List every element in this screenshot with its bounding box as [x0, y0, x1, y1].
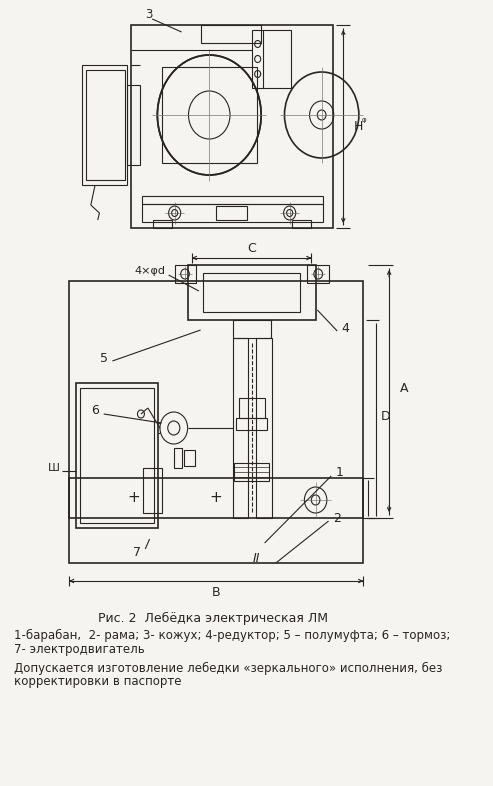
Bar [292, 220, 311, 228]
Bar [76, 383, 158, 528]
Bar [142, 196, 322, 204]
Text: C: C [247, 243, 256, 255]
Text: 6: 6 [92, 405, 100, 417]
Bar [201, 25, 261, 43]
Text: 2: 2 [333, 512, 341, 524]
Text: H: H [353, 120, 363, 133]
Text: 7- электродвигатель: 7- электродвигатель [14, 642, 144, 656]
Bar [82, 65, 127, 185]
Text: Рис. 2  Лебёдка электрическая ЛМ: Рис. 2 Лебёдка электрическая ЛМ [98, 612, 328, 625]
Text: Ш: Ш [48, 463, 60, 473]
Bar [233, 320, 271, 338]
Bar [153, 220, 172, 228]
Bar [174, 448, 182, 468]
Text: 4×φd: 4×φd [134, 266, 165, 276]
Text: B: B [212, 586, 220, 600]
Bar [80, 388, 154, 523]
Text: 5: 5 [100, 351, 108, 365]
Text: 4: 4 [342, 321, 350, 335]
Text: +: + [128, 490, 141, 505]
Text: Допускается изготовление лебедки «зеркального» исполнения, без: Допускается изготовление лебедки «зеркал… [14, 662, 442, 674]
Text: корректировки в паспорте: корректировки в паспорте [14, 675, 181, 689]
Bar [127, 85, 140, 165]
Bar [236, 418, 267, 430]
Bar [239, 398, 265, 418]
Text: II: II [252, 552, 260, 564]
Bar [86, 70, 125, 180]
Bar [142, 468, 162, 513]
Bar [69, 478, 363, 518]
Bar [203, 273, 300, 312]
Bar [307, 265, 329, 283]
Bar [234, 463, 269, 481]
Bar [132, 25, 333, 228]
Bar [184, 450, 195, 466]
Text: D: D [381, 410, 390, 423]
Bar [142, 204, 322, 222]
Text: φ: φ [361, 117, 366, 123]
Bar [69, 281, 363, 563]
Text: 3: 3 [145, 8, 152, 20]
Text: 1: 1 [336, 467, 344, 479]
Bar [233, 338, 248, 518]
Bar [175, 265, 196, 283]
Bar [256, 338, 272, 518]
Text: A: A [399, 383, 408, 395]
Text: 7: 7 [133, 546, 141, 560]
Bar [162, 67, 257, 163]
Text: +: + [210, 490, 222, 505]
Bar [188, 265, 316, 320]
Text: 1-барабан,  2- рама; 3- кожух; 4-редуктор; 5 – полумуфта; 6 – тормоз;: 1-барабан, 2- рама; 3- кожух; 4-редуктор… [14, 629, 450, 641]
Bar [252, 30, 291, 88]
Bar [216, 206, 247, 220]
